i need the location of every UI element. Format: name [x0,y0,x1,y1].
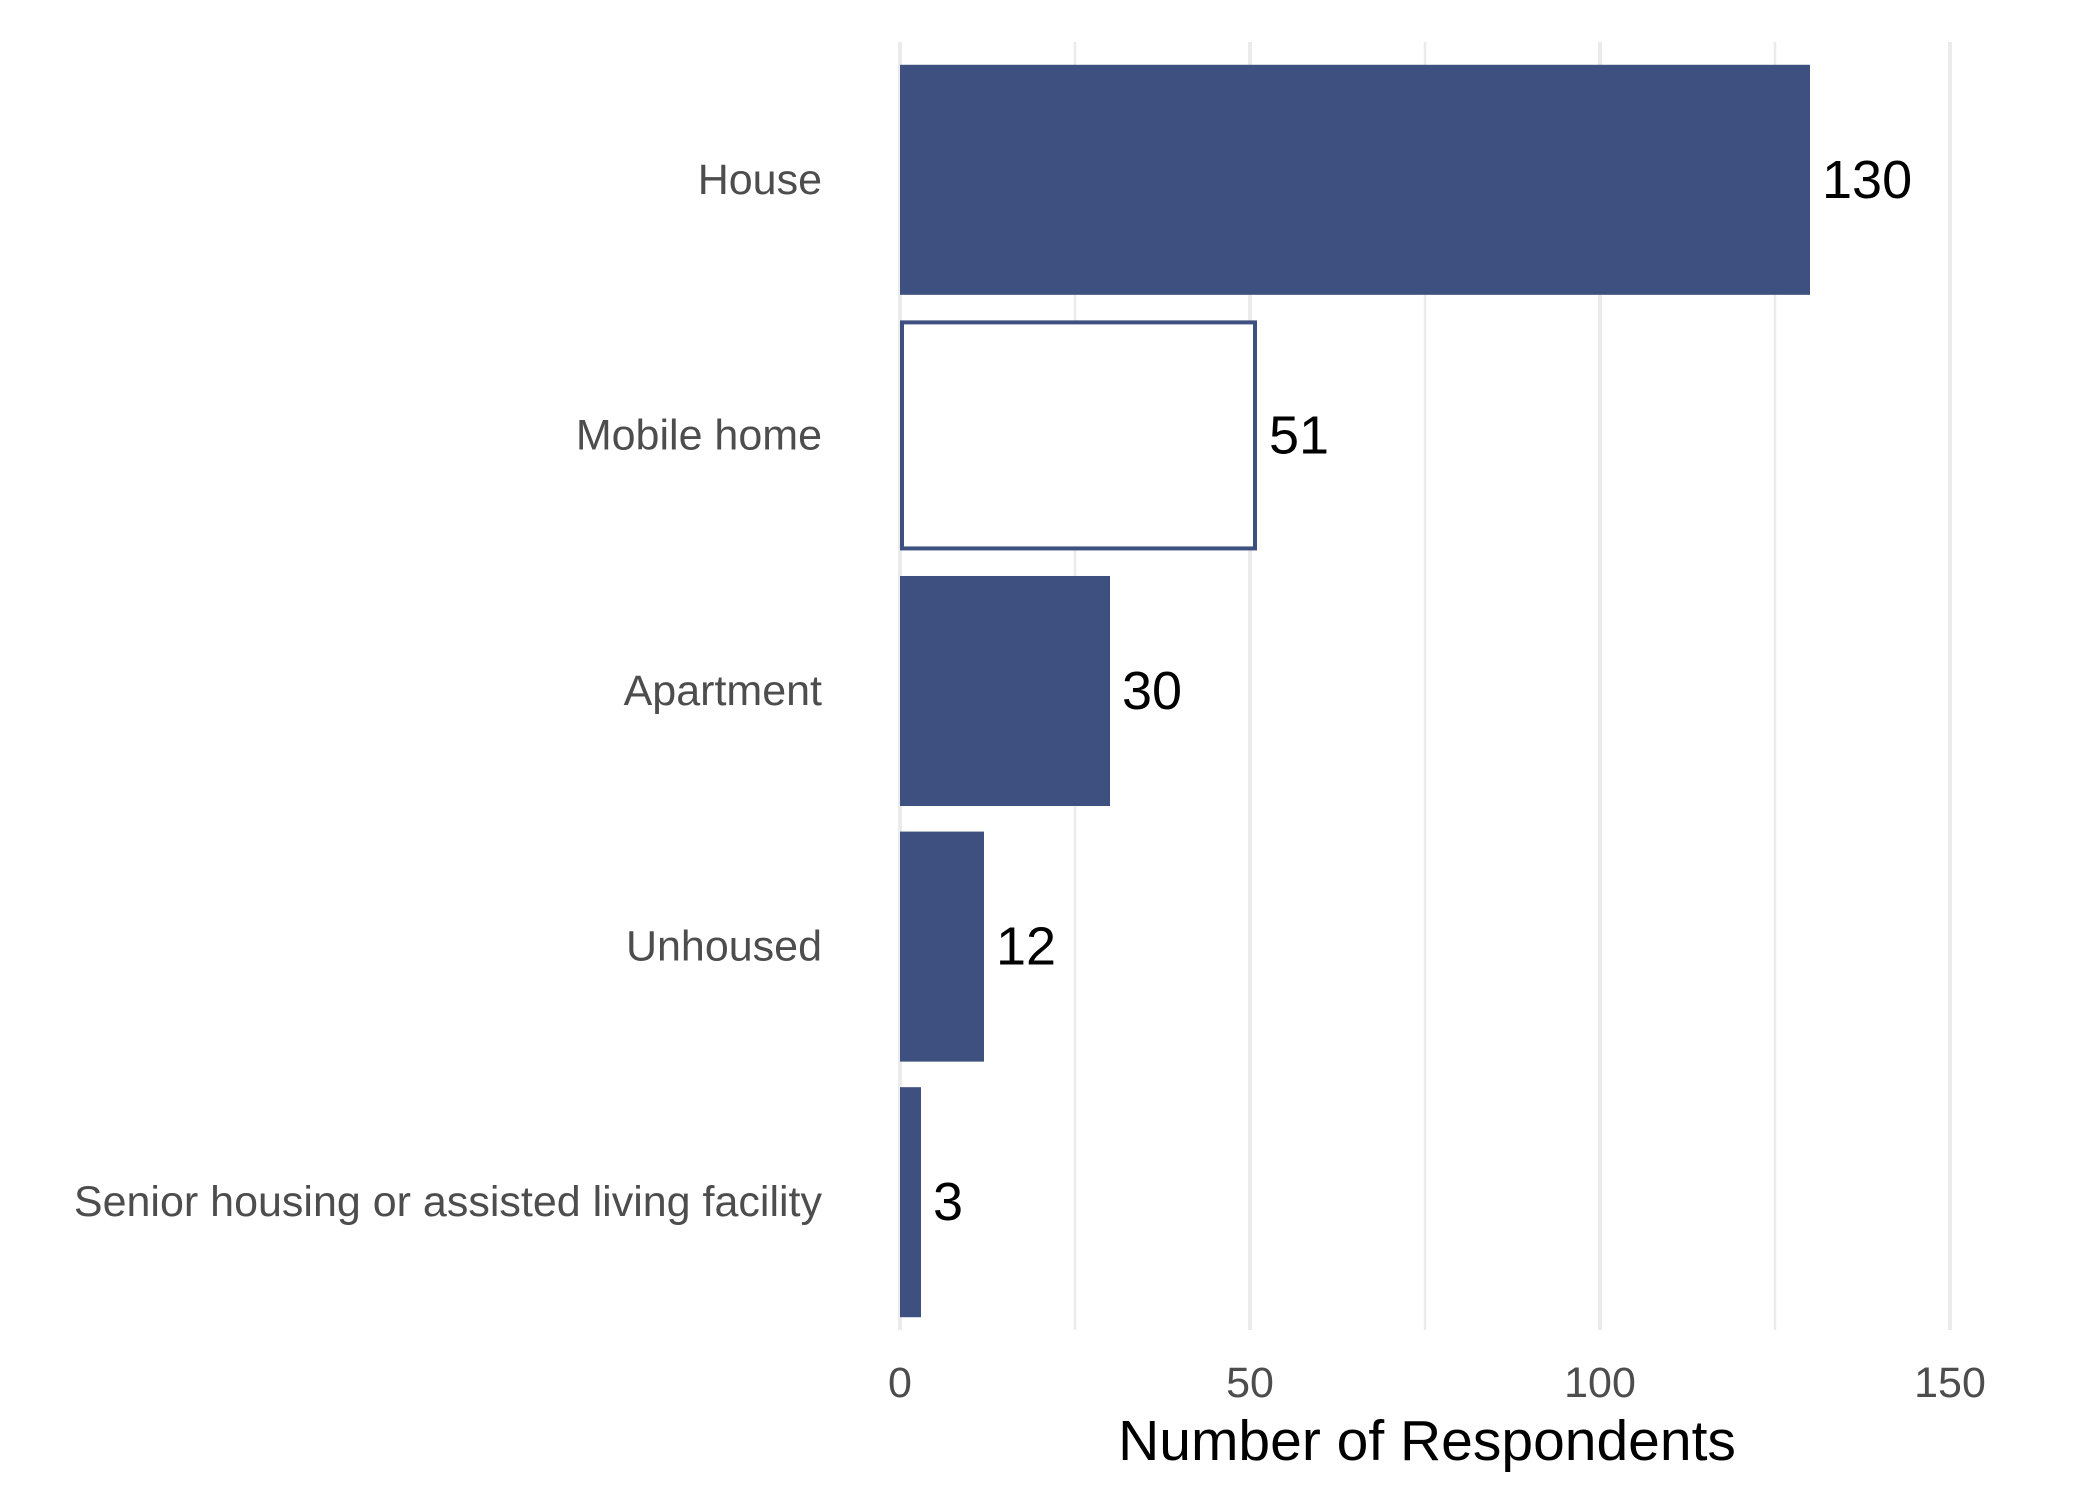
x-axis-title: Number of Respondents [1118,1409,1736,1473]
category-label: House [698,156,822,204]
bar-unhoused [900,831,984,1062]
bar-house [900,64,1810,295]
x-tick-labels: 0 50 100 150 [888,1359,1986,1407]
value-label: 130 [1822,150,1912,210]
bars [900,64,1810,1318]
bar-apartment [900,575,1110,807]
value-label: 51 [1269,405,1329,465]
value-label: 30 [1122,661,1182,721]
x-tick-label: 150 [1914,1359,1986,1407]
category-labels: House Mobile home Apartment Unhoused Senior … [74,156,823,1226]
x-tick-label: 100 [1564,1359,1636,1407]
category-label: Mobile home [576,411,822,459]
category-label: Unhoused [626,923,822,971]
category-label: Apartment [624,667,822,715]
value-labels: 130 51 30 12 3 [933,150,1912,1232]
value-label: 3 [933,1172,963,1232]
x-tick-label: 0 [888,1359,912,1407]
x-tick-label: 50 [1226,1359,1274,1407]
value-label: 12 [996,917,1056,977]
bar-senior-housing-or-assisted-living-facility [900,1087,921,1318]
bar-mobile-home [900,320,1257,551]
category-label: Senior housing or assisted living facili… [74,1178,823,1226]
